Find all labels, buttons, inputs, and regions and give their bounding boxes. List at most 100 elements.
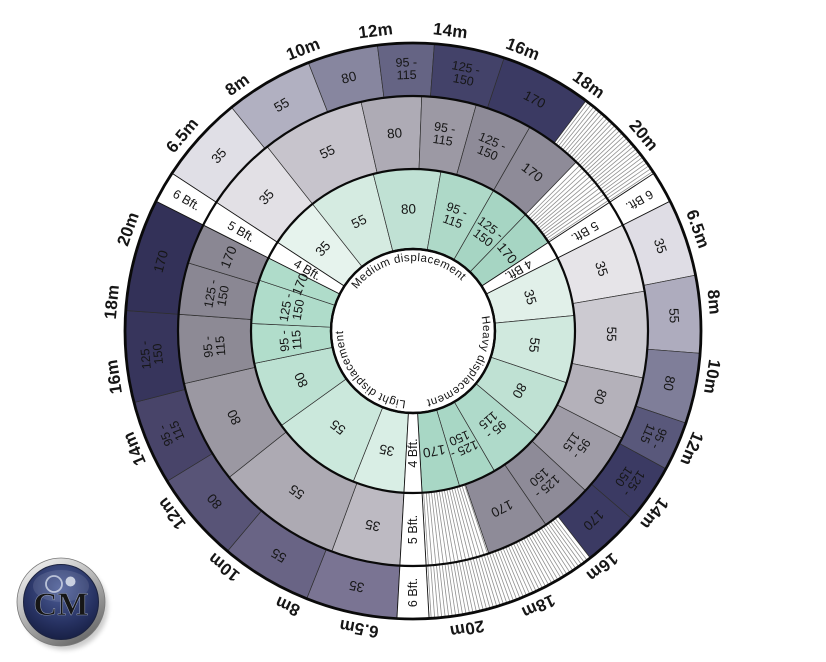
hatch-line [436,492,448,563]
hatch-line [573,121,610,159]
value-line: 80 [591,387,610,406]
hatch-line [560,107,594,148]
hatch-line [433,566,439,617]
hatch-line [438,491,452,562]
value-label-light-bft5: 95 -115 [200,335,228,359]
hatch-line [425,493,433,565]
hatch-line [497,551,517,599]
boat-length-label-medium-12m: 12m [357,19,394,42]
hatch-line [486,554,504,604]
value-label-medium-bft5: 80 [386,125,402,141]
hatch-line [508,546,530,594]
hatch-line [535,176,590,225]
hatch-line [543,527,573,570]
hatch-line [436,565,442,617]
hatch-line [550,522,582,564]
hatch-line [461,561,474,612]
hatch-line [451,489,470,559]
value-label-light-bft5: 80 [224,407,244,427]
value-line: 35 [256,186,277,207]
value-line-2: 115 [432,132,454,149]
value-label-medium-bft4: 55 [349,212,369,232]
value-line: 55 [268,545,289,566]
hatch-line [578,125,615,163]
hatch-line [484,555,501,605]
hatch-line [563,109,597,150]
hatch-line [464,561,477,612]
hatch-line [459,487,481,556]
logo-bubble-small-icon [65,576,76,587]
value-line-2: 150 [290,298,308,321]
value-line: 35 [378,441,396,459]
hatch-line [538,182,595,229]
hatch-line [533,173,588,223]
hatch-line [456,487,477,557]
hatch-line [582,130,620,167]
hatch-line [538,530,567,574]
hatch-line [513,544,537,591]
value-line: 55 [317,142,337,162]
logo-monogram: CM [34,587,89,623]
hatch-line [540,185,597,231]
hatch-line [467,560,480,611]
hatch-line [441,565,449,616]
hatch-line [444,490,459,561]
hatch-line [591,143,632,178]
value-label-light-bft4: 95 -115 [277,329,305,353]
ring-outline [249,167,577,495]
hatch-line [453,563,463,614]
ring-outline [123,41,703,621]
value-label-medium-bft4: 80 [401,201,417,217]
value-line: 35 [521,288,540,307]
value-line: 55 [327,417,348,438]
hatch-line [431,492,440,564]
value-label-light-bft6: 35 [348,577,366,595]
value-line: 35 [364,516,382,534]
value-label-light-bft5: 35 [364,516,382,534]
hatch-line [545,194,604,237]
hatch-line [565,111,599,152]
hatch-line [478,557,494,607]
value-line-2: 115 [213,335,229,356]
value-label-heavy-bft4: 80 [509,380,529,400]
value-line-1: 125 - [277,292,296,323]
hatch-line [523,538,549,585]
value-line: 55 [526,337,543,354]
cm-logo: CM [16,557,108,650]
value-label-medium-bft5: 55 [317,142,337,162]
value-line: 35 [651,236,670,255]
value-line-1: 95 - [395,55,417,70]
hatch-line [584,133,622,170]
value-line: 80 [401,201,417,217]
value-label-heavy-bft5: 35 [592,259,611,278]
hatch-line [571,118,607,157]
hatch-line [503,548,524,597]
logo-face [23,564,99,640]
value-line-1: 95 - [444,199,469,219]
value-line: 80 [340,68,358,86]
hatch-line [444,564,453,616]
hatch-line [595,149,636,183]
hatch-line [456,562,467,614]
hatch-line [530,168,582,219]
value-line-1: 125 - [201,278,220,309]
value-label-light-bft6: 170 [151,249,171,275]
hatch-line [494,552,514,601]
value-label-medium-bft4: 35 [312,238,333,259]
hatch-line [454,488,474,558]
value-line: 55 [286,481,307,502]
hatch-line [521,540,546,586]
value-label-light-bft5: 55 [286,481,307,502]
hatch-line [548,200,608,241]
hatch-line [430,566,436,618]
hatch-line [548,523,579,567]
hatch-line [528,536,555,581]
value-label-light-bft6: 80 [204,491,225,512]
value-label-medium-bft6: 125 -150 [448,58,481,90]
value-line-1: 125 - [451,58,482,77]
hatch-line [492,553,511,602]
value-line: 170 [422,442,447,461]
value-label-heavy-bft6: 35 [651,236,670,255]
